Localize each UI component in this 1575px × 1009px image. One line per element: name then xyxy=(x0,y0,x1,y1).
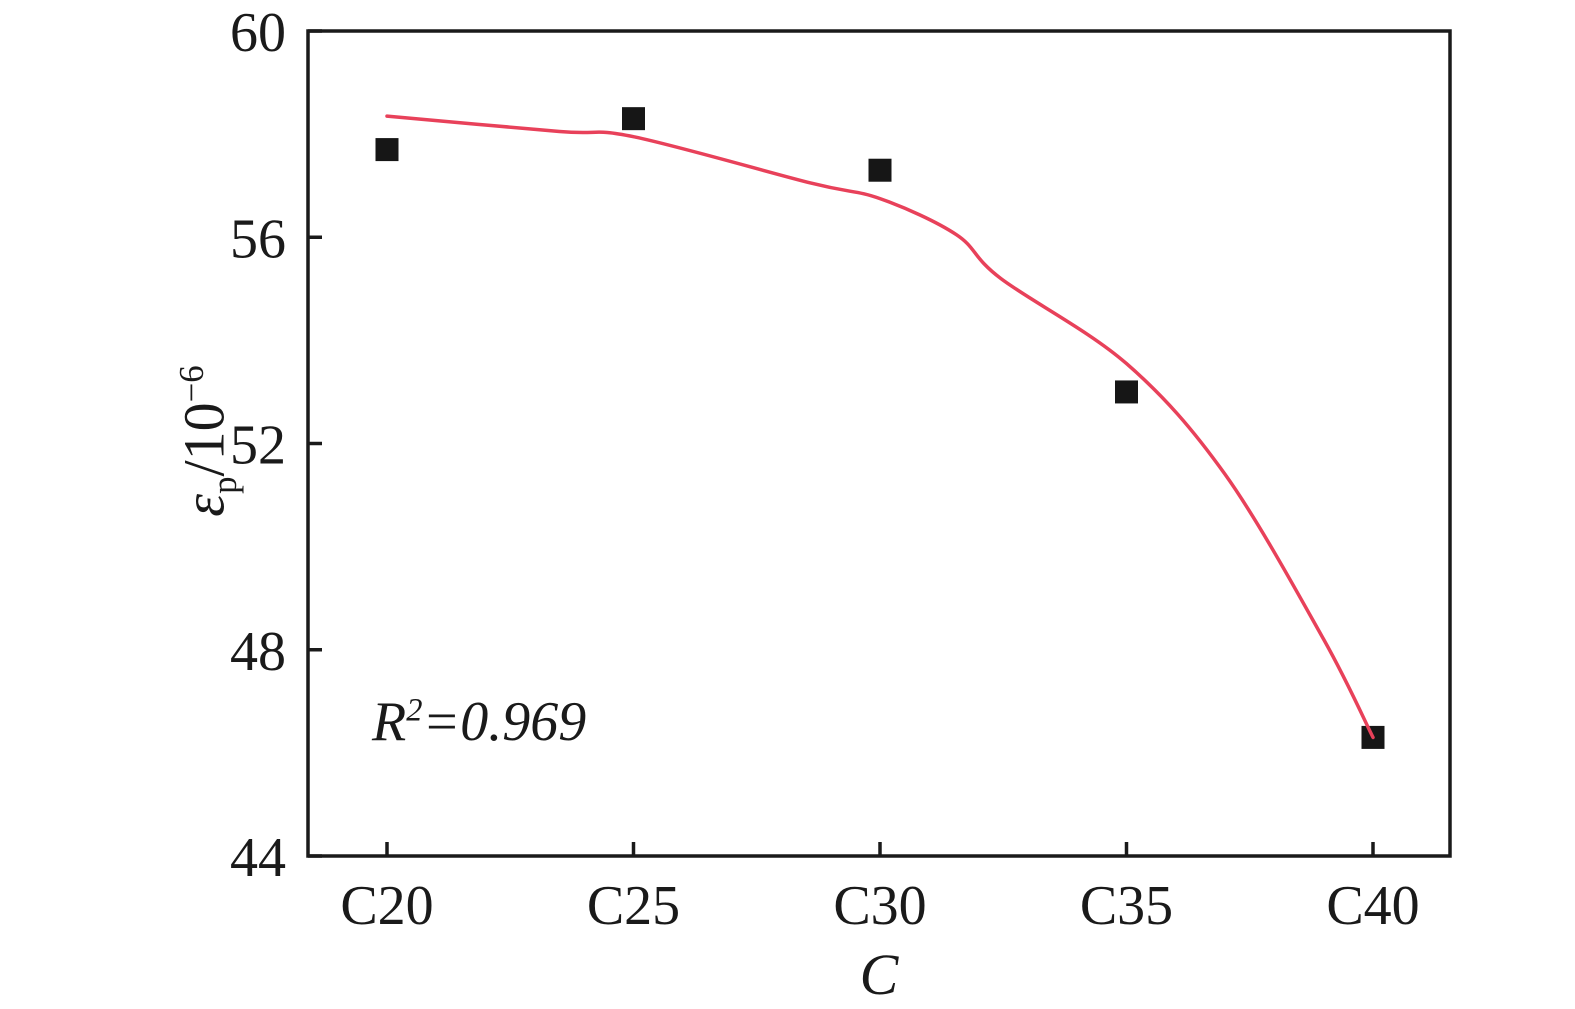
x-tick-label: C25 xyxy=(587,875,680,937)
r-squared-exponent: 2 xyxy=(406,692,423,729)
r-squared-value: =0.969 xyxy=(422,691,587,753)
r-squared-annotation: R2=0.969 xyxy=(372,690,586,754)
y-axis-title-symbol: ε xyxy=(171,493,237,517)
y-tick-label: 60 xyxy=(230,2,286,64)
x-axis-title: C xyxy=(859,942,899,1007)
y-tick-label: 52 xyxy=(230,415,286,477)
x-tick-label: C20 xyxy=(340,875,433,937)
y-tick-label: 56 xyxy=(230,208,286,270)
y-axis-title-rest: /10 xyxy=(171,402,237,477)
y-axis-title-superscript: −6 xyxy=(172,365,212,403)
x-tick-label: C35 xyxy=(1080,875,1173,937)
y-axis-title-subscript: p xyxy=(205,476,245,494)
y-tick-label: 44 xyxy=(230,827,286,889)
data-point-marker xyxy=(622,107,645,131)
data-point-marker xyxy=(1115,380,1138,404)
data-point-marker xyxy=(868,158,892,182)
data-point-marker xyxy=(375,138,399,162)
y-tick-label: 48 xyxy=(230,621,286,683)
y-axis-title: εp/10−6 xyxy=(171,365,245,517)
x-tick-label: C40 xyxy=(1326,875,1419,937)
r-squared-base: R xyxy=(372,691,407,753)
x-tick-label: C30 xyxy=(833,875,926,937)
fit-curve xyxy=(385,114,1375,740)
